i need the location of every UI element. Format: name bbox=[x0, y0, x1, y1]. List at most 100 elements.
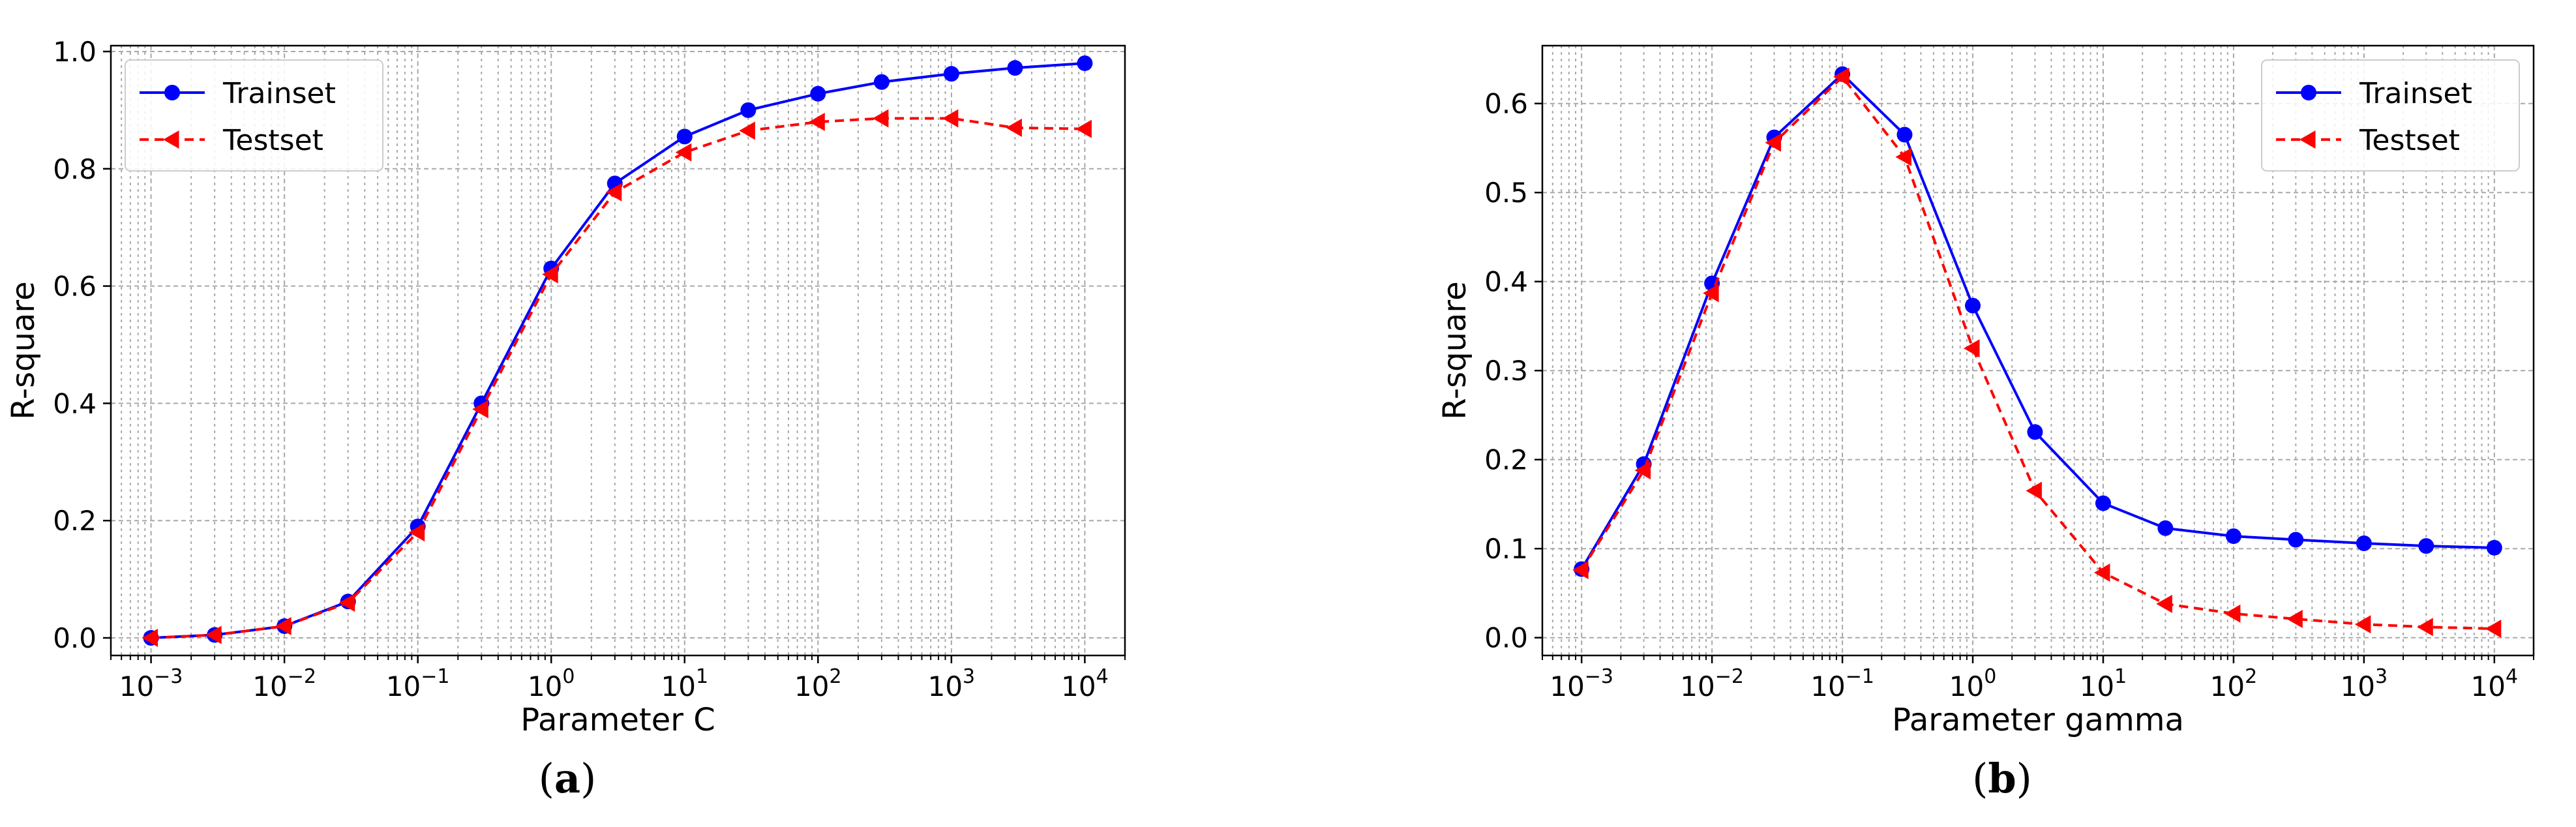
y-tick-label: 0.0 bbox=[53, 622, 97, 654]
chart-panel-b: 10−3 10−2 10−1 100 101 102 103 104 0.0 0.1 0.2 0.3 0… bbox=[1437, 44, 2535, 802]
data-point bbox=[740, 102, 756, 118]
y-tick-label: 0.4 bbox=[1484, 266, 1528, 298]
data-point bbox=[2224, 604, 2241, 623]
y-tick-label: 1.0 bbox=[53, 36, 97, 68]
x-tick-label: 101 bbox=[661, 665, 709, 702]
x-tick-label: 104 bbox=[1061, 665, 1109, 702]
data-point bbox=[2417, 618, 2433, 637]
data-point bbox=[942, 109, 959, 128]
data-point bbox=[605, 183, 622, 202]
data-point bbox=[2485, 620, 2502, 639]
x-tick-label: 10−1 bbox=[1810, 665, 1874, 702]
legend-marker bbox=[164, 85, 180, 100]
data-point bbox=[2225, 528, 2241, 545]
data-point bbox=[2354, 615, 2371, 634]
legend-label: Trainset bbox=[2359, 77, 2472, 110]
x-tick-label: 104 bbox=[2471, 665, 2519, 702]
y-tick-label: 0.6 bbox=[53, 271, 97, 303]
x-axis-title: Parameter gamma bbox=[1892, 702, 2184, 738]
data-point bbox=[1765, 133, 1782, 152]
x-tick-label: 101 bbox=[2080, 665, 2127, 702]
data-point bbox=[1006, 118, 1022, 137]
legend-box bbox=[2261, 59, 2520, 172]
panel-label: (b) bbox=[1972, 755, 2032, 802]
data-point bbox=[943, 66, 959, 82]
data-point bbox=[675, 143, 692, 162]
x-tick-label: 102 bbox=[794, 665, 842, 702]
data-point bbox=[2093, 564, 2110, 582]
data-point bbox=[2288, 532, 2304, 548]
data-point bbox=[1634, 461, 1651, 480]
data-point bbox=[338, 594, 355, 612]
data-point bbox=[542, 265, 558, 284]
legend-label: Testset bbox=[2359, 124, 2460, 157]
y-tick-label: 0.3 bbox=[1484, 355, 1528, 387]
legend-marker bbox=[2301, 85, 2316, 100]
data-point bbox=[676, 128, 693, 145]
legend-label: Testset bbox=[222, 124, 323, 157]
y-tick-label: 0.0 bbox=[1484, 622, 1528, 654]
series-testset bbox=[142, 109, 1092, 648]
data-point bbox=[1896, 127, 1913, 143]
data-point bbox=[1077, 55, 1093, 71]
x-tick-label: 103 bbox=[2341, 665, 2388, 702]
x-tick-label: 10−1 bbox=[386, 665, 450, 702]
data-point bbox=[872, 109, 889, 128]
panel-label: (a) bbox=[539, 755, 597, 802]
y-axis-title: R-square bbox=[5, 281, 42, 419]
data-point bbox=[2157, 520, 2174, 536]
x-tick-label: 100 bbox=[528, 665, 575, 702]
chart-panel-a: 10−3 10−2 10−1 100 101 102 103 104 0.0 0.2 0.4 0.6 0… bbox=[5, 36, 1126, 802]
data-point bbox=[2418, 538, 2434, 554]
data-point bbox=[1703, 284, 1719, 303]
legend-marker bbox=[2299, 130, 2316, 149]
data-point bbox=[408, 523, 425, 542]
series-testset bbox=[1572, 67, 2502, 639]
y-tick-label: 0.2 bbox=[1484, 444, 1528, 476]
data-point bbox=[1007, 60, 1023, 76]
data-point bbox=[1572, 560, 1589, 579]
data-point bbox=[1965, 297, 1981, 314]
x-tick-label: 10−2 bbox=[1680, 665, 1744, 702]
y-tick-label: 0.8 bbox=[53, 153, 97, 185]
plot-frame bbox=[110, 44, 1126, 657]
y-tick-label: 0.2 bbox=[53, 505, 97, 537]
y-axis-title: R-square bbox=[1437, 281, 1473, 419]
y-tick-label: 0.6 bbox=[1484, 88, 1528, 120]
data-point bbox=[1075, 119, 1092, 138]
x-tick-label: 10−2 bbox=[252, 665, 316, 702]
legend: Trainset Testset bbox=[2261, 59, 2520, 172]
data-point bbox=[1964, 339, 1980, 358]
data-point bbox=[275, 617, 292, 636]
data-point bbox=[1833, 67, 1850, 86]
data-point bbox=[205, 625, 222, 644]
data-point bbox=[810, 85, 826, 102]
data-point bbox=[2027, 424, 2043, 440]
legend-box bbox=[125, 59, 383, 172]
data-point bbox=[2356, 535, 2372, 552]
data-point bbox=[2095, 495, 2111, 511]
data-point bbox=[2486, 539, 2502, 556]
y-tick-label: 0.4 bbox=[53, 387, 97, 419]
y-tick-label: 0.5 bbox=[1484, 177, 1528, 209]
data-point bbox=[2156, 594, 2172, 613]
legend-label: Trainset bbox=[222, 77, 336, 110]
data-point bbox=[809, 112, 825, 131]
x-tick-label: 10−3 bbox=[119, 665, 183, 702]
x-tick-label: 100 bbox=[1949, 665, 1997, 702]
x-tick-label: 103 bbox=[928, 665, 976, 702]
data-point bbox=[142, 629, 158, 648]
x-axis-title: Parameter C bbox=[520, 702, 715, 738]
data-point bbox=[1895, 147, 1911, 166]
legend: Trainset Testset bbox=[125, 59, 383, 172]
data-point bbox=[739, 121, 755, 140]
data-point bbox=[873, 74, 890, 90]
plot-frame bbox=[1541, 44, 2535, 657]
x-tick-label: 102 bbox=[2210, 665, 2258, 702]
data-point bbox=[2026, 481, 2042, 500]
data-point bbox=[2286, 610, 2303, 629]
data-point bbox=[472, 400, 488, 419]
x-tick-label: 10−3 bbox=[1550, 665, 1613, 702]
